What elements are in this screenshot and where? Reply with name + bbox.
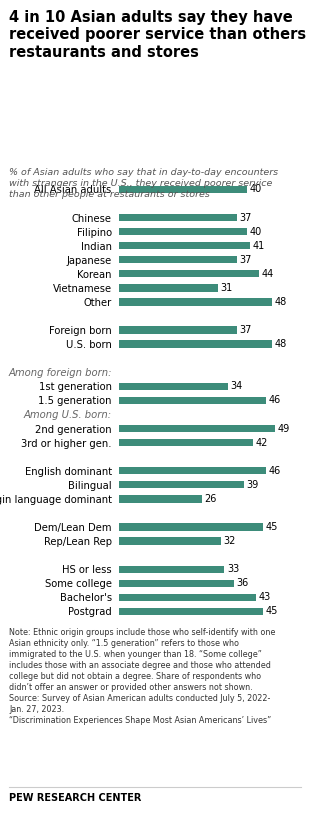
Bar bbox=[119, 185, 247, 193]
Text: 32: 32 bbox=[224, 536, 236, 546]
Text: 46: 46 bbox=[268, 395, 281, 406]
Text: 48: 48 bbox=[275, 339, 287, 349]
Bar bbox=[119, 495, 202, 502]
Text: 42: 42 bbox=[256, 437, 268, 448]
Text: PEW RESEARCH CENTER: PEW RESEARCH CENTER bbox=[9, 793, 142, 803]
Text: 45: 45 bbox=[265, 522, 277, 532]
Text: 31: 31 bbox=[221, 283, 233, 293]
Text: 33: 33 bbox=[227, 564, 239, 574]
Bar bbox=[119, 298, 272, 306]
Bar bbox=[119, 270, 259, 277]
Text: 44: 44 bbox=[262, 269, 274, 279]
Text: 45: 45 bbox=[265, 606, 277, 616]
Text: 4 in 10 Asian adults say they have
received poorer service than others at
restau: 4 in 10 Asian adults say they have recei… bbox=[9, 10, 310, 59]
Text: 37: 37 bbox=[240, 212, 252, 223]
Bar bbox=[119, 467, 266, 475]
Bar bbox=[119, 256, 237, 263]
Text: 37: 37 bbox=[240, 325, 252, 335]
Bar bbox=[119, 593, 256, 601]
Text: 34: 34 bbox=[230, 381, 242, 391]
Text: 46: 46 bbox=[268, 466, 281, 476]
Bar bbox=[119, 608, 263, 615]
Bar bbox=[119, 425, 275, 433]
Bar bbox=[119, 242, 250, 250]
Bar bbox=[119, 214, 237, 221]
Bar bbox=[119, 383, 228, 390]
Text: 49: 49 bbox=[278, 424, 290, 433]
Bar bbox=[119, 397, 266, 404]
Text: 41: 41 bbox=[252, 241, 265, 250]
Text: 37: 37 bbox=[240, 254, 252, 265]
Text: 26: 26 bbox=[205, 493, 217, 504]
Bar bbox=[119, 481, 244, 489]
Bar bbox=[119, 566, 224, 573]
Bar bbox=[119, 228, 247, 235]
Text: 40: 40 bbox=[249, 185, 262, 194]
Text: Note: Ethnic origin groups include those who self-identify with one
Asian ethnic: Note: Ethnic origin groups include those… bbox=[9, 628, 276, 725]
Text: 40: 40 bbox=[249, 227, 262, 237]
Text: % of Asian adults who say that in day-to-day encounters
with strangers in the U.: % of Asian adults who say that in day-to… bbox=[9, 168, 278, 199]
Bar bbox=[119, 285, 218, 292]
Bar bbox=[119, 326, 237, 333]
Text: 36: 36 bbox=[237, 578, 249, 589]
Bar bbox=[119, 439, 253, 446]
Text: 48: 48 bbox=[275, 297, 287, 307]
Bar bbox=[119, 524, 263, 531]
Text: 39: 39 bbox=[246, 480, 258, 489]
Bar bbox=[119, 580, 234, 587]
Text: 43: 43 bbox=[259, 593, 271, 602]
Bar bbox=[119, 341, 272, 348]
Bar bbox=[119, 537, 221, 545]
